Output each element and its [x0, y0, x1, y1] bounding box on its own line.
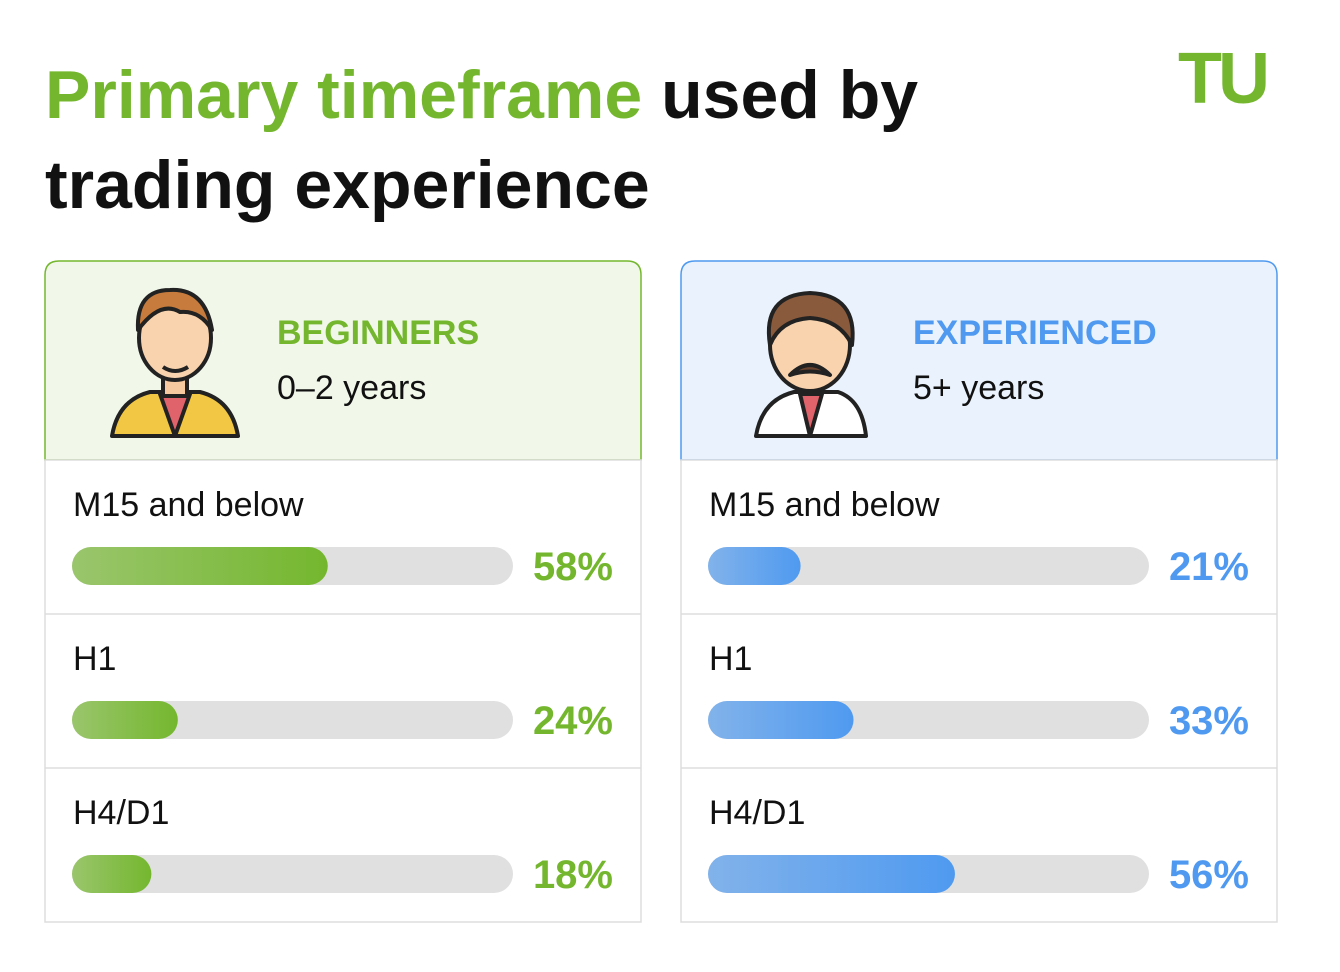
value-label: 33%: [1169, 699, 1249, 743]
category-label: H1: [73, 640, 116, 678]
bar: [72, 855, 152, 893]
avatar-experienced: [754, 291, 868, 438]
panel-subtitle: 0–2 years: [277, 369, 426, 407]
category-label: H4/D1: [709, 794, 805, 832]
value-label: 58%: [533, 545, 613, 589]
bar: [708, 547, 801, 585]
category-label: M15 and below: [73, 486, 304, 524]
bar-track: [72, 701, 513, 739]
title-rest: used by: [661, 57, 918, 133]
title: Primary timeframe used by: [45, 57, 918, 133]
title-line: trading experience: [45, 147, 650, 223]
bar-track: [708, 547, 1149, 585]
category-label: H4/D1: [73, 794, 169, 832]
category-label: H1: [709, 640, 752, 678]
value-label: 18%: [533, 853, 613, 897]
value-label: 24%: [533, 699, 613, 743]
panel-subtitle: 5+ years: [913, 369, 1044, 407]
value-label: 56%: [1169, 853, 1249, 897]
bar: [72, 547, 328, 585]
value-label: 21%: [1169, 545, 1249, 589]
panel-body: [680, 459, 1278, 923]
bar-track: [72, 855, 513, 893]
bar: [708, 701, 854, 739]
category-label: M15 and below: [709, 486, 940, 524]
logo: TU: [1178, 39, 1266, 119]
panel-body: [44, 459, 642, 923]
bar: [708, 855, 955, 893]
panel-title: EXPERIENCED: [913, 314, 1157, 352]
title-highlight: Primary timeframe: [45, 57, 642, 133]
avatar-beginner: [110, 287, 240, 438]
bar: [72, 701, 178, 739]
panel-title: BEGINNERS: [277, 314, 479, 352]
